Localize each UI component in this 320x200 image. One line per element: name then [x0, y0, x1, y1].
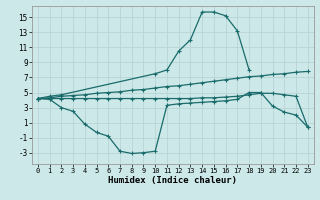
X-axis label: Humidex (Indice chaleur): Humidex (Indice chaleur)	[108, 176, 237, 185]
